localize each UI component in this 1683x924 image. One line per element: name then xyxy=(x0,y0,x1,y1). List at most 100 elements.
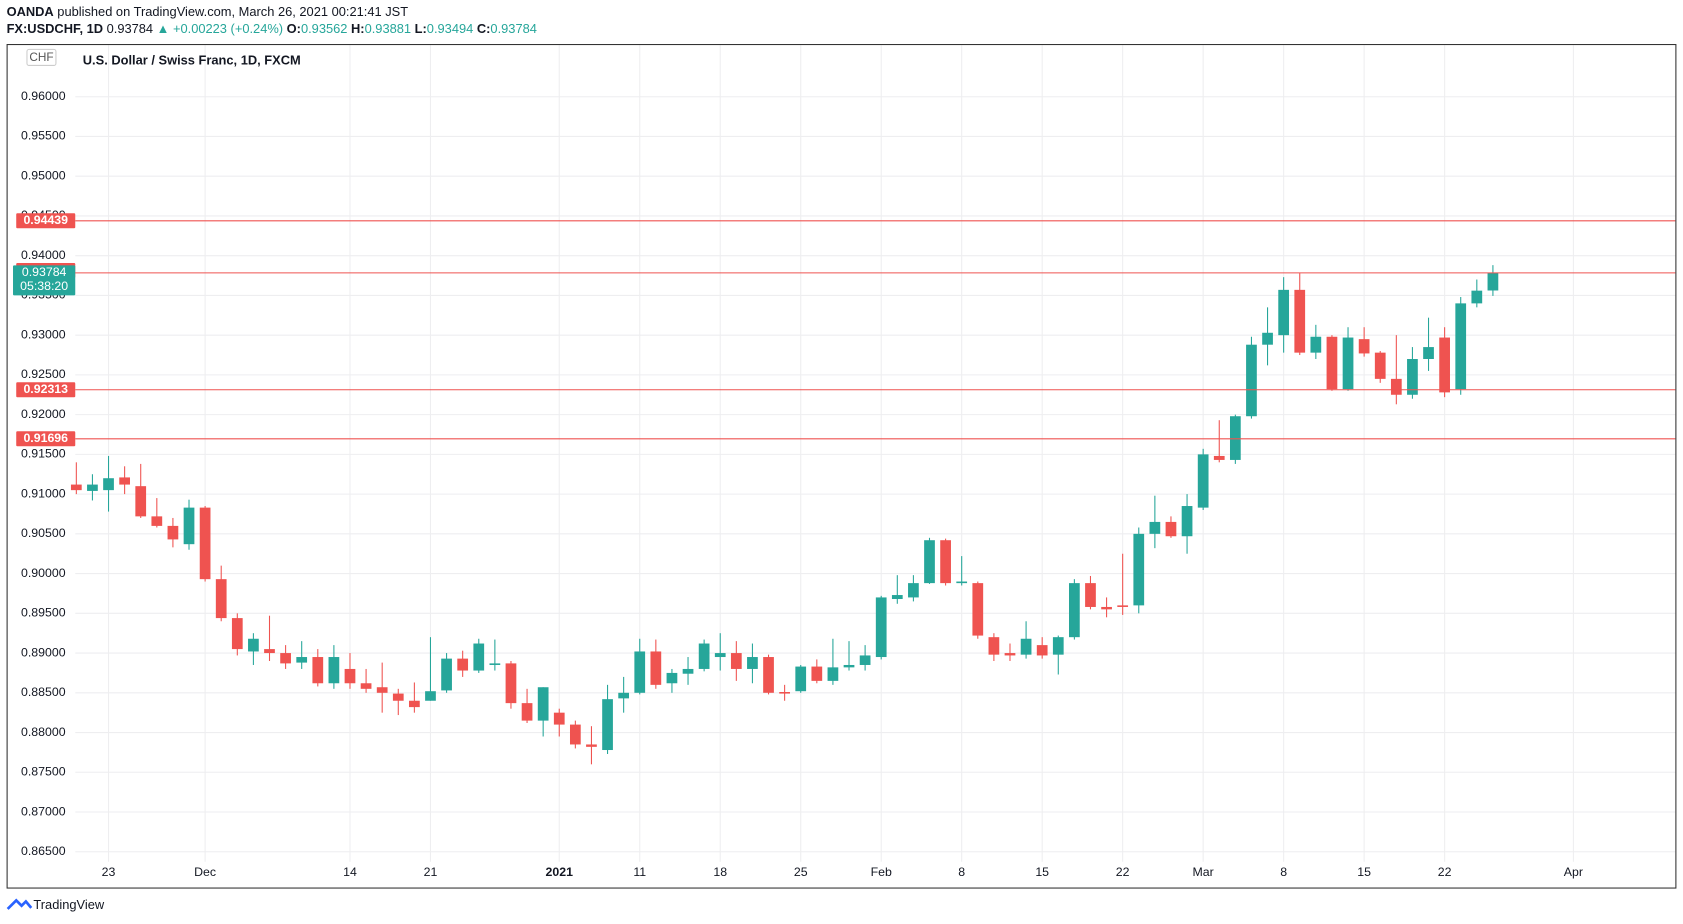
candle-body xyxy=(264,649,275,654)
candle-body xyxy=(827,667,839,681)
y-tick-label: 0.92000 xyxy=(21,407,66,421)
candle-body xyxy=(1004,653,1016,656)
candle-body xyxy=(859,655,871,665)
y-tick-label: 0.86500 xyxy=(21,844,66,858)
candle-body xyxy=(650,651,662,685)
y-tick-label: 0.87000 xyxy=(21,804,66,818)
candle-body xyxy=(70,484,82,491)
last-price-label: 0.93784 xyxy=(22,265,67,279)
candle-body xyxy=(328,657,340,684)
price-tag xyxy=(16,431,76,447)
y-tick-label: 0.95500 xyxy=(21,129,66,143)
x-tick-label: 18 xyxy=(713,865,727,879)
candle-body xyxy=(795,666,807,692)
candle-body xyxy=(231,618,243,650)
last-price-tag xyxy=(13,265,76,296)
x-tick-label: 11 xyxy=(633,865,646,879)
candle-body xyxy=(1455,303,1467,390)
y-tick-label: 0.90000 xyxy=(21,566,66,580)
candle-body xyxy=(682,668,694,674)
change: ▲ +0.00223 (+0.24%) xyxy=(157,21,283,36)
x-tick-label: 14 xyxy=(343,865,357,879)
y-tick-label: 0.89500 xyxy=(21,606,66,620)
x-tick-label: Mar xyxy=(1193,865,1214,879)
candle-body xyxy=(1149,521,1161,534)
x-tick-label: 15 xyxy=(1357,865,1371,879)
published-line: OANDA published on TradingView.com, Marc… xyxy=(7,4,409,19)
plot: 0.86500 0.87000 0.87500 0.88000 0.88500 0.890… xyxy=(13,45,1676,879)
candle-body xyxy=(1069,583,1080,638)
candle-body xyxy=(344,668,356,684)
ohlc-value: 0.93494 xyxy=(427,21,473,36)
ohlc-label: C: xyxy=(477,21,491,36)
x-tick-label: Apr xyxy=(1564,865,1583,879)
y-tick-label: 0.95000 xyxy=(21,168,66,182)
candle-body xyxy=(199,507,211,580)
x-tick-label: 22 xyxy=(1438,865,1452,879)
candle-body xyxy=(1374,352,1386,379)
candle-body xyxy=(1439,337,1450,393)
candle-body xyxy=(1487,272,1499,291)
candle-body xyxy=(602,699,613,751)
x-tick-label: 21 xyxy=(424,865,438,879)
x-tick-label: Feb xyxy=(871,865,892,879)
candle-body xyxy=(103,478,114,491)
candle-body xyxy=(441,658,452,691)
candle-body xyxy=(312,657,324,684)
currency-box xyxy=(26,48,57,66)
x-tick-label: 23 xyxy=(102,865,116,879)
candle-body xyxy=(730,653,742,669)
price-tag xyxy=(16,213,76,229)
candle-body xyxy=(1294,289,1306,353)
candle-body xyxy=(167,525,179,540)
ohlc-value: 0.93881 xyxy=(365,21,411,36)
candle-body xyxy=(1052,637,1064,655)
y-tick-label: 0.88500 xyxy=(21,685,66,699)
x-tick-label: 2021 xyxy=(546,865,574,879)
y-tick-label: 0.93000 xyxy=(21,327,66,341)
candle-body xyxy=(296,657,308,663)
candle-body xyxy=(634,651,646,693)
candle-body xyxy=(1262,332,1273,345)
y-tick-label: 0.96000 xyxy=(21,89,66,103)
candle-body xyxy=(537,687,549,721)
candle-body xyxy=(747,657,758,669)
candle-body xyxy=(1407,359,1418,395)
candle-body xyxy=(1342,337,1354,390)
candle-body xyxy=(569,724,581,745)
candle-body xyxy=(1165,521,1177,537)
candle-body xyxy=(135,486,147,517)
candle-body xyxy=(1133,533,1145,606)
frame xyxy=(6,43,1677,889)
candle-body xyxy=(1117,605,1129,607)
logo xyxy=(6,898,33,910)
candle-body xyxy=(956,581,968,584)
candle-body xyxy=(779,692,790,694)
candle-body xyxy=(988,637,1000,655)
candle-body xyxy=(376,687,388,693)
candle-body xyxy=(489,663,501,665)
ohlc-label: L: xyxy=(415,21,427,36)
candle-body xyxy=(1229,416,1241,460)
candle-body xyxy=(972,583,984,636)
x-tick-label: 8 xyxy=(958,865,965,879)
candle-body xyxy=(553,712,565,725)
y-tick-label: 0.87500 xyxy=(21,765,66,779)
ohlc-value: 0.93562 xyxy=(301,21,347,36)
y-tick-label: 0.91000 xyxy=(21,486,66,500)
candle-body xyxy=(505,663,517,704)
candle-body xyxy=(521,703,533,721)
footer: TradingView xyxy=(33,897,104,912)
candle-body xyxy=(183,507,195,545)
candle-body xyxy=(1085,583,1096,607)
candle-body xyxy=(618,692,630,699)
x-tick-label: 22 xyxy=(1116,865,1130,879)
ohlc-label: O: xyxy=(287,21,301,36)
candle-body xyxy=(1246,344,1257,417)
candle-body xyxy=(875,597,887,658)
candle-body xyxy=(843,664,855,668)
candle-body xyxy=(1423,347,1434,360)
candle-body xyxy=(473,643,485,671)
